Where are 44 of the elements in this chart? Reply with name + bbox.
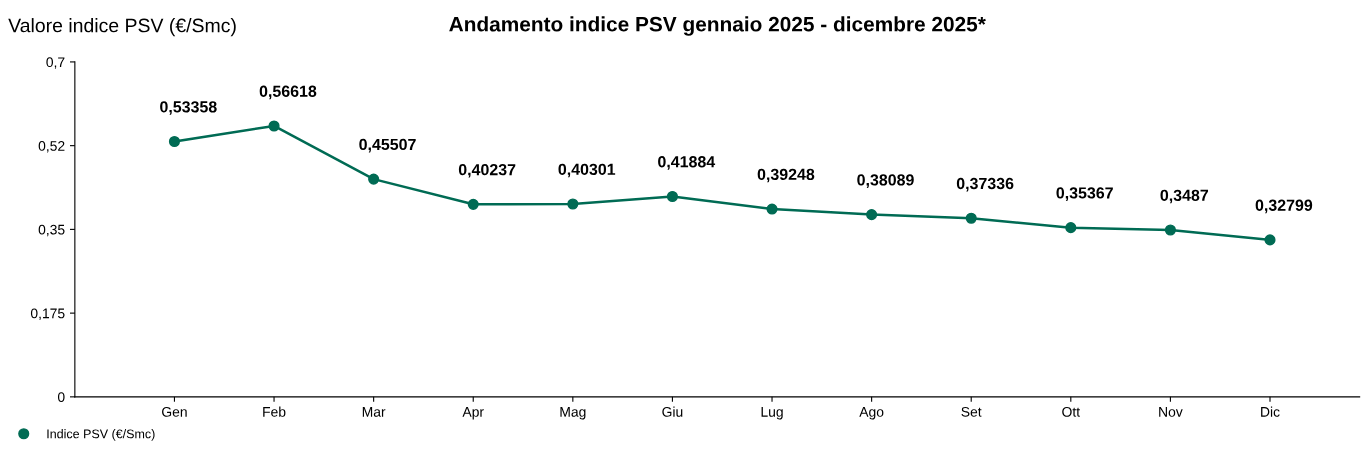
x-tick-label: Set [961, 406, 982, 417]
x-tick-label: Mar [362, 407, 386, 417]
x-tick-label: Apr [462, 407, 484, 420]
x-tick-label: Mag [560, 407, 586, 420]
legend-label: Indice PSV (€/Smc) [47, 429, 155, 441]
data-label: 0,40237 [458, 163, 516, 178]
y-tick-label: 0,52 [38, 140, 65, 153]
x-tick-label: Ago [859, 407, 884, 420]
data-label: 0,39248 [757, 168, 815, 183]
point [766, 203, 778, 215]
chart-title: Andamento indice PSV gennaio 2025 - dicembre 2025* [449, 16, 986, 36]
x-tick-label: Ott [1062, 406, 1080, 417]
point [567, 198, 579, 210]
y-tick-label: 0 [57, 392, 65, 403]
data-label: 0,53358 [160, 101, 217, 115]
point [168, 135, 181, 148]
data-label: 0,35367 [1056, 187, 1113, 201]
point [1264, 234, 1276, 246]
data-label: 0,41884 [658, 156, 716, 170]
x-tick-label: Gen [162, 406, 187, 417]
point [268, 120, 280, 132]
x-tick-label: Giu [662, 406, 683, 417]
data-label: 0,45507 [359, 138, 416, 153]
data-label: 0,38089 [857, 174, 914, 188]
y-tick-label: 0,35 [38, 224, 65, 237]
x-tick-label: Dic [1261, 406, 1280, 417]
x-tick-label: Lug [761, 407, 783, 420]
point [368, 173, 380, 185]
y-tick-label: 0,175 [30, 308, 65, 320]
data-label: 0,37336 [956, 177, 1014, 192]
point [1065, 222, 1077, 234]
data-label: 0,56618 [259, 85, 317, 100]
point [965, 212, 977, 224]
data-label: 0,32799 [1255, 199, 1313, 214]
data-label: 0,40301 [558, 163, 616, 178]
data-label: 0,3487 [1160, 189, 1209, 204]
point [866, 209, 878, 221]
y-axis-title: Valore indice PSV (€/Smc) [8, 18, 236, 37]
point [1164, 224, 1176, 236]
point [467, 198, 479, 210]
y-tick-label: 0,7 [46, 57, 65, 69]
x-tick-label: Nov [1159, 407, 1183, 417]
x-tick-label: Feb [263, 406, 286, 417]
point [666, 190, 678, 203]
